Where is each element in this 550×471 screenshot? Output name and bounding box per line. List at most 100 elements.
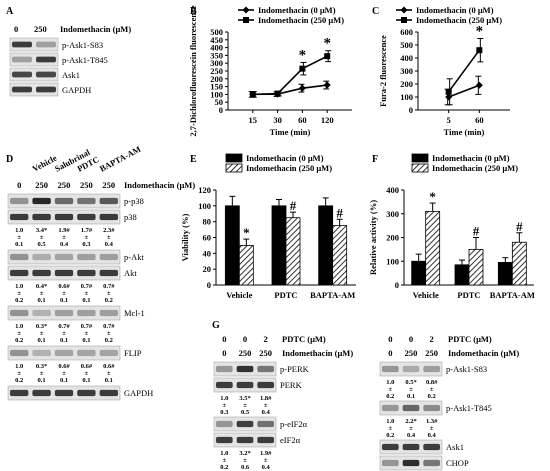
panel-g-left-row0-sd-1: 0.5 — [241, 409, 250, 416]
panel-e-bar-s0-2 — [318, 205, 334, 286]
panel-d-row0-pm-0: ± — [17, 234, 21, 241]
panel-c: C 0 100 200 300 400 500 600 5 60 Time (min) Fura-2… — [372, 5, 510, 137]
panel-e-y-tick-label-5: 100 — [198, 201, 211, 211]
panel-d-row2-label-0: Mcl-1 — [124, 308, 145, 318]
panel-f-x-tick-label-1: PDTC — [457, 290, 480, 300]
panel-d-row0-label-1: p38 — [124, 212, 137, 222]
panel-d-label: D — [6, 154, 13, 165]
panel-e-y-tick-label-4: 80 — [203, 217, 212, 227]
panel-c-x-tick-label-0: 5 — [447, 115, 451, 125]
panel-f-bar-s1-0 — [425, 210, 441, 286]
panel-a-blot-3-membrane — [9, 82, 59, 97]
panel-c-y-tick-label-0: 0 — [409, 105, 413, 115]
panel-g-right-row0-sd-2: 0.2 — [428, 393, 436, 400]
panel-d-row3-blot-0-band-3 — [77, 349, 96, 357]
panel-d-row2-pm-1: ± — [40, 330, 44, 337]
panel-a-blot-2-membrane — [9, 67, 59, 82]
panel-b-legend-text-1: Indomethacin (250 μM) — [258, 15, 344, 25]
panel-b-y-tick-label-9: 450 — [210, 35, 223, 45]
panel-g-left-row0-quant-1: 3.5* — [239, 395, 250, 402]
panel-d-row0-sd-0: 0.1 — [15, 241, 23, 248]
panel-g-left-row1-label-0: p-eIF2α — [280, 419, 308, 429]
panel-c-y-tick-label-1: 100 — [400, 92, 413, 102]
panel-f-bar-s0-1 — [454, 264, 470, 286]
panel-d-row2-quant-1: 0.3* — [36, 323, 47, 330]
panel-c-x-axis-label: Time (min) — [444, 127, 485, 137]
panel-g-right-row3-blot-0-band-1 — [402, 459, 420, 467]
panel-d-row0-blot-1-band-2 — [54, 213, 74, 221]
panel-e-legend-text-0: Indomethacin (0 μM) — [246, 153, 324, 163]
panel-g-left-row1-sd-2: 0.4 — [262, 464, 271, 471]
panel-g-right-row1-quant-1: 2.2* — [405, 418, 416, 425]
panel-a-blot-3-band-0 — [12, 86, 32, 93]
panel-a-dose-1: 250 — [34, 24, 47, 34]
panel-c-y-axis-label: Fura-2 fluorescence — [378, 35, 388, 107]
panel-a-treatment: Indomethacin (μM) — [60, 24, 131, 34]
panel-f: F 0 100 200 300 400 Vehicle PDTC BAPTA-AM Relati… — [368, 153, 535, 300]
panel-g-indo-dose-left-1: 250 — [239, 348, 252, 358]
panel-f-y-tick-label-3: 300 — [386, 209, 399, 219]
panel-d-row1-quant-2: 0.6# — [58, 283, 70, 290]
panel-b-series-0-line — [252, 84, 328, 96]
panel-c-chart: 0 100 200 300 400 500 600 5 60 Time (min) Fura-2 f… — [378, 5, 510, 137]
panel-f-y-tick-label-2: 200 — [386, 233, 399, 243]
panel-c-series-0-point-1 — [475, 81, 483, 89]
panel-d-row3-pm-1: ± — [40, 370, 44, 377]
panel-f-bar-s0-0 — [411, 260, 427, 286]
panel-c-series-1-point-1 — [476, 47, 483, 54]
panel-a-blot-0-band-1 — [36, 41, 56, 48]
panel-b-y-tick-label-3: 150 — [210, 82, 223, 92]
panel-a-blot-label-1: p-Ask1-T845 — [62, 55, 108, 65]
panel-f-label: F — [372, 154, 378, 165]
panel-d-row2-quant-0: 1.0 — [15, 323, 23, 330]
panel-g-label: G — [212, 320, 220, 331]
panel-d-row0-quant-3: 1.7# — [81, 227, 93, 234]
panel-f-y-tick-label-0: 0 — [395, 280, 399, 290]
panel-b-y-tick-label-5: 250 — [210, 66, 223, 76]
panel-d-row0-quant-1: 3.4* — [36, 227, 47, 234]
panel-c-y-tick-label-3: 300 — [400, 66, 413, 76]
panel-b-y-tick-label-4: 200 — [210, 74, 223, 84]
panel-d-row0-quant-0: 1.0 — [15, 227, 23, 234]
panel-b-y-tick-label-8: 400 — [210, 43, 223, 53]
panel-f-bar-s1-2 — [511, 241, 527, 286]
panel-b-x-tick-label-0: 15 — [249, 115, 258, 125]
panel-d-row1-blot-0-band-1 — [32, 253, 51, 261]
panel-b-x-tick-label-3: 120 — [321, 115, 334, 125]
panel-g-left-row0-blot-1-band-1 — [236, 381, 254, 389]
panel-d-row3-blot-0-band-4 — [99, 349, 118, 357]
panel-e-bar-s1-mark-2: # — [336, 205, 343, 220]
panel-g-pdtc-dose-right-1: 0 — [409, 334, 413, 344]
panel-g-right-row0-sd-0: 0.2 — [386, 393, 394, 400]
panel-g-left-row1-pm-1: ± — [243, 457, 247, 464]
panel-b-series-0-point-3 — [323, 81, 331, 89]
panel-d-row3-sd-3: 0.1 — [82, 377, 90, 384]
panel-d-row0-pm-4: ± — [107, 234, 111, 241]
panel-d-row1-blot-1-band-3 — [77, 269, 96, 277]
panel-e-x-tick-label-1: PDTC — [274, 290, 297, 300]
panel-e-x-tick-label-0: Vehicle — [226, 290, 252, 300]
panel-f-legend-swatch-0 — [411, 153, 429, 163]
panel-d-condition-3: BAPTA-AM — [98, 144, 143, 174]
panel-g-right-row0-pm-0: ± — [389, 386, 393, 393]
panel-e-chart: 0 20 40 60 80 100 120 Vehicle PDTC BAPTA-AM Viabil… — [180, 153, 356, 300]
panel-a-blot-label-3: GAPDH — [62, 85, 91, 95]
panel-g-right-row0-label-0: p-Ask1-S83 — [446, 364, 487, 374]
panel-d-row3-blot-0-band-2 — [54, 349, 74, 357]
panel-d-row3-sd-1: 0.1 — [38, 377, 46, 384]
panel-c-series-0-line — [448, 84, 480, 98]
panel-d-row3-quant-2: 0.6# — [58, 363, 70, 370]
panel-f-y-tick-label-4: 400 — [386, 185, 399, 195]
panel-g-blots: 0 0 2 PDTC (μM) 0 250 250 Indomethacin (μM) 0 0 2 P… — [213, 334, 519, 471]
panel-d-row2-blot-0-band-2 — [54, 309, 74, 317]
panel-g-indo-dose-right-1: 250 — [405, 348, 418, 358]
panel-d-row1-quant-3: 0.7# — [81, 283, 93, 290]
panel-c-y-tick-label-5: 500 — [400, 40, 413, 50]
panel-e-bar-s0-0 — [224, 205, 240, 286]
panel-g-pdtc-label-right: PDTC (μM) — [448, 334, 492, 344]
panel-d-row3-sd-0: 0.2 — [15, 377, 23, 384]
panel-c-y-tick-label-4: 400 — [400, 53, 413, 63]
